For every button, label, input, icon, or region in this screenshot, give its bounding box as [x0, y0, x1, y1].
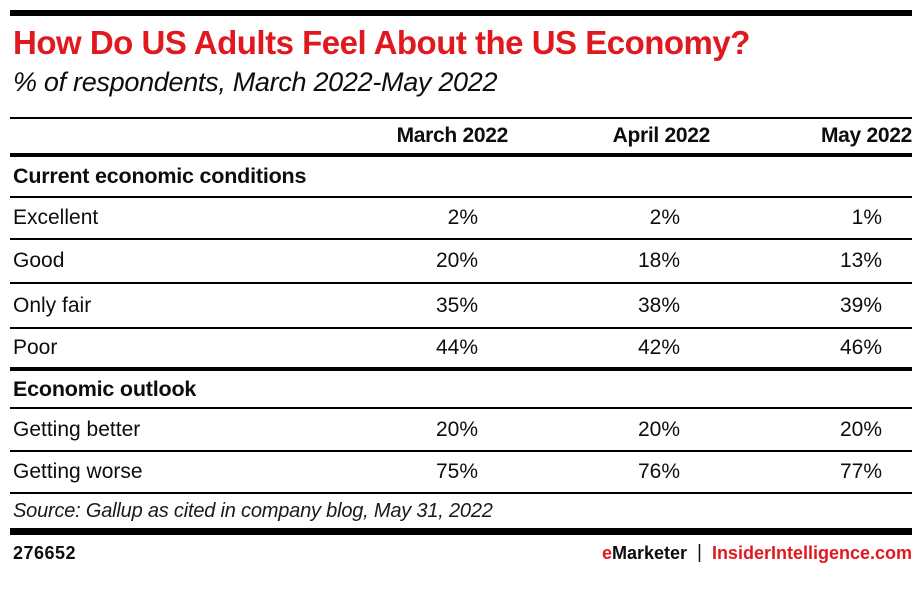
value-cell-april: 20%	[637, 417, 680, 441]
section-header-label: Economic outlook	[13, 376, 197, 401]
chart-subtitle: % of respondents, March 2022-May 2022	[13, 67, 498, 97]
brand-emarketer: eMarketer	[602, 543, 687, 564]
row-label: Only fair	[13, 293, 92, 317]
column-header-row: March 2022 April 2022 May 2022	[10, 119, 912, 157]
value-cell-april: 2%	[649, 206, 680, 229]
value-cell-may: 39%	[839, 293, 882, 317]
section-header-economic-outlook: Economic outlook	[10, 371, 912, 409]
data-table: March 2022 April 2022 May 2022 Current e…	[10, 117, 912, 494]
brand-separator: |	[697, 541, 702, 563]
chart-title: How Do US Adults Feel About the US Econo…	[13, 24, 750, 61]
value-cell-april: 18%	[637, 249, 680, 272]
value-cell-may: 13%	[839, 249, 882, 272]
source-note: Source: Gallup as cited in company blog,…	[13, 499, 493, 522]
value-cell-april: 76%	[637, 460, 680, 483]
table-row-excellent: Excellent 2% 2% 1%	[10, 198, 912, 240]
brand-lockup: eMarketer | InsiderIntelligence.com	[602, 541, 912, 565]
brand-insider-intelligence: InsiderIntelligence.com	[711, 543, 912, 563]
value-cell-march: 35%	[435, 293, 478, 317]
brand-emarketer-rest: Marketer	[611, 543, 687, 563]
value-cell-march: 2%	[447, 206, 478, 229]
top-rule	[10, 10, 912, 16]
table-row-getting-better: Getting better 20% 20% 20%	[10, 409, 912, 452]
section-header-label: Current economic conditions	[13, 164, 307, 188]
value-cell-april: 42%	[637, 336, 680, 359]
row-label: Getting better	[13, 417, 141, 441]
column-header-march-2022: March 2022	[396, 124, 509, 147]
value-cell-may: 77%	[839, 460, 882, 483]
value-cell-may: 1%	[851, 206, 882, 229]
column-header-april-2022: April 2022	[612, 124, 711, 147]
row-label: Poor	[13, 336, 58, 359]
value-cell-may: 20%	[839, 417, 882, 441]
chart-id: 276652	[13, 543, 77, 563]
brand-emarketer-e: e	[601, 543, 612, 563]
row-label: Excellent	[13, 206, 99, 229]
value-cell-april: 38%	[637, 293, 680, 317]
table-row-only-fair: Only fair 35% 38% 39%	[10, 284, 912, 329]
value-cell-march: 44%	[435, 336, 478, 359]
row-label: Good	[13, 249, 65, 272]
column-header-may-2022: May 2022	[820, 124, 912, 147]
value-cell-march: 20%	[435, 249, 478, 272]
value-cell-march: 20%	[435, 417, 478, 441]
table-row-good: Good 20% 18% 13%	[10, 240, 912, 284]
bottom-rule	[10, 528, 912, 535]
section-header-current-economic-conditions: Current economic conditions	[10, 157, 912, 198]
table-row-getting-worse: Getting worse 75% 76% 77%	[10, 452, 912, 494]
value-cell-may: 46%	[839, 336, 882, 359]
row-label: Getting worse	[13, 460, 143, 483]
footer: 276652 eMarketer | InsiderIntelligence.c…	[10, 535, 912, 572]
value-cell-march: 75%	[435, 460, 478, 483]
table-row-poor: Poor 44% 42% 46%	[10, 329, 912, 371]
